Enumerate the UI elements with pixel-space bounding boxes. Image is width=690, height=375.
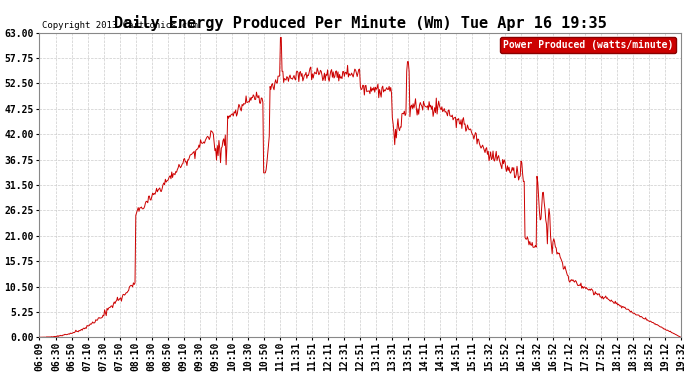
Title: Daily Energy Produced Per Minute (Wm) Tue Apr 16 19:35: Daily Energy Produced Per Minute (Wm) Tu… bbox=[114, 15, 607, 32]
Legend: Power Produced (watts/minute): Power Produced (watts/minute) bbox=[500, 38, 676, 53]
Text: Copyright 2013 Cartronics.com: Copyright 2013 Cartronics.com bbox=[42, 21, 198, 30]
